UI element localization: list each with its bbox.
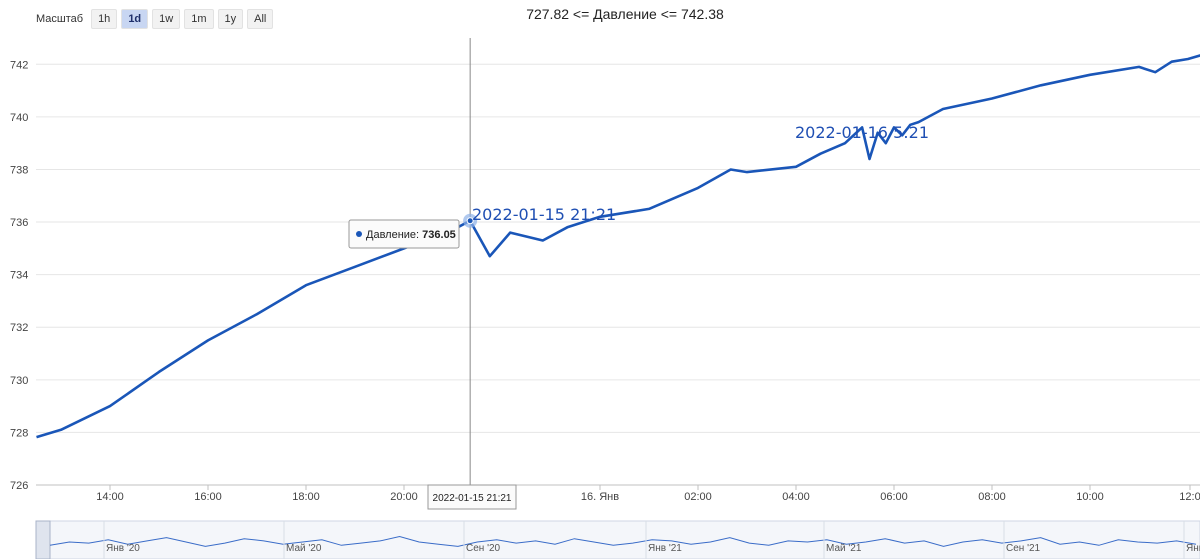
data-point xyxy=(648,208,650,210)
crosshair-label-text: 2022-01-15 21:21 xyxy=(433,493,512,504)
navigator-tick-label: Сен '20 xyxy=(466,543,501,554)
navigator-handle-left xyxy=(35,520,51,559)
data-point xyxy=(60,429,62,431)
x-tick-label: 14:00 xyxy=(96,491,124,503)
x-tick-label: 10:00 xyxy=(1076,491,1104,503)
tooltip-series-name: Давление: xyxy=(366,229,422,241)
x-tick-label: 02:00 xyxy=(684,491,712,503)
x-tick-label: 06:00 xyxy=(880,491,908,503)
crosshair-label: 2022-01-15 21:21 xyxy=(427,484,517,510)
y-tick-label: 732 xyxy=(10,322,28,334)
data-point xyxy=(885,142,887,144)
navigator-tick-label: Сен '21 xyxy=(1006,543,1041,554)
data-point xyxy=(305,284,307,286)
zoom-1y-button[interactable]: 1y xyxy=(217,9,244,29)
pressure-series-line xyxy=(36,54,1200,439)
navigator-tick-label: Май '21 xyxy=(826,543,862,554)
data-point xyxy=(566,226,568,228)
data-point xyxy=(256,313,258,315)
tooltip-text: Давление: 736.05 xyxy=(366,229,456,241)
data-point xyxy=(489,255,491,257)
data-point xyxy=(354,266,356,268)
data-point xyxy=(844,142,846,144)
y-tick-label: 730 xyxy=(10,375,28,387)
data-point xyxy=(1187,58,1189,60)
zoom-1d-button[interactable]: 1d xyxy=(121,9,149,29)
range-selector: Масштаб 1h 1d 1w 1m 1y All xyxy=(36,9,274,29)
annotation-label: 2022-01-15 21:21 xyxy=(472,205,616,224)
tooltip-marker xyxy=(356,231,362,237)
x-tick-label: 12:0 xyxy=(1179,491,1200,503)
data-point xyxy=(1154,71,1156,73)
data-point xyxy=(207,339,209,341)
y-tick-label: 728 xyxy=(10,427,28,439)
y-tick-label: 726 xyxy=(10,480,28,492)
y-tick-label: 738 xyxy=(10,164,28,176)
zoom-1m-button[interactable]: 1m xyxy=(184,9,214,29)
data-point xyxy=(509,231,511,233)
crosshair-label-box xyxy=(427,484,517,510)
navigator-tick-label: Янв '20 xyxy=(106,543,140,554)
data-point xyxy=(729,168,731,170)
data-point xyxy=(1089,74,1091,76)
chart-title: 727.82 <= Давление <= 742.38 xyxy=(526,6,724,22)
data-point xyxy=(1138,66,1140,68)
y-tick-label: 736 xyxy=(10,217,28,229)
data-point xyxy=(1040,84,1042,86)
x-tick-label: 16. Янв xyxy=(581,491,619,503)
navigator-series-line xyxy=(49,535,1197,547)
x-tick-label: 18:00 xyxy=(292,491,320,503)
data-point xyxy=(158,371,160,373)
annotation-label: 2022-01-16 5:21 xyxy=(795,123,929,142)
data-point xyxy=(942,108,944,110)
data-point xyxy=(991,97,993,99)
data-point xyxy=(109,405,111,407)
tooltip-value: 736.05 xyxy=(422,229,456,241)
zoom-label: Масштаб xyxy=(36,13,84,25)
data-point xyxy=(819,152,821,154)
x-tick-label: 20:00 xyxy=(390,491,418,503)
y-tick-label: 734 xyxy=(10,270,28,282)
y-tick-label: 740 xyxy=(10,112,28,124)
data-point xyxy=(697,187,699,189)
navigator-tick-label: Янв '21 xyxy=(648,543,682,554)
navigator-tick-label: Май '20 xyxy=(286,543,322,554)
navigator-tick-label: Янв xyxy=(1186,543,1200,554)
zoom-1w-button[interactable]: 1w xyxy=(152,9,181,29)
data-point xyxy=(542,239,544,241)
zoom-all-button[interactable]: All xyxy=(247,9,274,29)
data-point xyxy=(35,436,37,438)
x-tick-label: 08:00 xyxy=(978,491,1006,503)
data-point xyxy=(746,171,748,173)
data-point xyxy=(795,166,797,168)
tooltip: Давление: 736.05 xyxy=(348,219,460,249)
y-tick-label: 742 xyxy=(10,59,28,71)
x-tick-label: 16:00 xyxy=(194,491,222,503)
data-point xyxy=(1170,60,1172,62)
x-tick-label: 04:00 xyxy=(782,491,810,503)
data-point xyxy=(868,158,870,160)
tooltip-box xyxy=(348,219,460,249)
zoom-1h-button[interactable]: 1h xyxy=(91,9,118,29)
highlight-point xyxy=(466,217,474,225)
